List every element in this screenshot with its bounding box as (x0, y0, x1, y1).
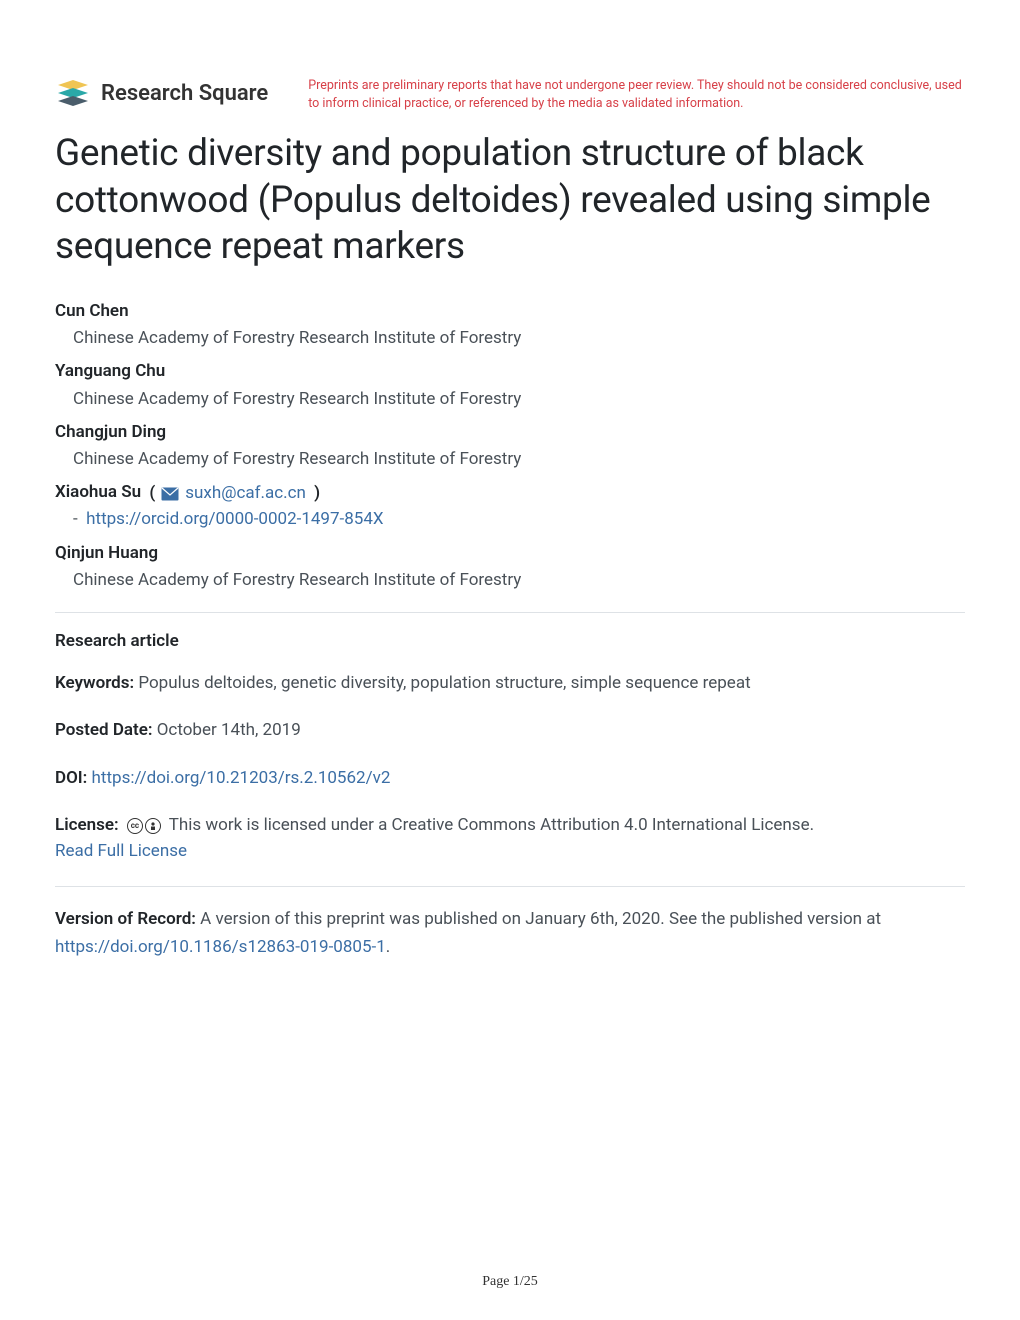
version-text-before: A version of this preprint was published… (200, 909, 881, 929)
orcid-link[interactable]: https://orcid.org/0000-0002-1497-854X (86, 509, 383, 529)
license-label: License: (55, 815, 119, 835)
preprint-disclaimer: Preprints are preliminary reports that h… (308, 75, 965, 113)
cc-license-icons: cc (127, 818, 161, 834)
logo-text: Research Square (101, 81, 268, 106)
research-square-logo-icon (55, 75, 91, 111)
keywords-label: Keywords: (55, 673, 134, 693)
authors-list: Cun Chen Chinese Academy of Forestry Res… (55, 298, 965, 594)
version-of-record: Version of Record: A version of this pre… (55, 905, 965, 961)
header-row: Research Square Preprints are preliminar… (55, 75, 965, 113)
read-full-license-link[interactable]: Read Full License (55, 841, 187, 861)
doi-link[interactable]: https://doi.org/10.21203/rs.2.10562/v2 (92, 768, 391, 788)
author-email-link[interactable]: suxh@caf.ac.cn (185, 483, 306, 503)
author-line-corresponding: Xiaohua Su ( suxh@caf.ac.cn ) (55, 479, 965, 506)
author-affiliation: Chinese Academy of Forestry Research Ins… (55, 446, 965, 473)
author-block: Yanguang Chu Chinese Academy of Forestry… (55, 358, 965, 412)
cc-icon: cc (127, 818, 143, 834)
version-doi-link[interactable]: https://doi.org/10.1186/s12863-019-0805-… (55, 937, 386, 957)
version-text-after: . (386, 937, 390, 957)
page-number: Page 1/25 (482, 1274, 538, 1290)
keywords-row: Keywords: Populus deltoides, genetic div… (55, 671, 965, 697)
version-label: Version of Record: (55, 909, 196, 929)
author-affiliation: Chinese Academy of Forestry Research Ins… (55, 386, 965, 413)
doi-label: DOI: (55, 768, 87, 788)
author-name: Qinjun Huang (55, 540, 965, 567)
author-block: Qinjun Huang Chinese Academy of Forestry… (55, 540, 965, 594)
author-affiliation: Chinese Academy of Forestry Research Ins… (55, 567, 965, 594)
author-affiliation: Chinese Academy of Forestry Research Ins… (55, 325, 965, 352)
author-orcid-line: - https://orcid.org/0000-0002-1497-854X (55, 506, 965, 533)
envelope-icon (161, 486, 179, 500)
logo-section: Research Square (55, 75, 268, 111)
author-name: Cun Chen (55, 298, 965, 325)
author-name: Changjun Ding (55, 419, 965, 446)
author-name: Xiaohua Su (55, 479, 141, 506)
author-name: Yanguang Chu (55, 358, 965, 385)
author-block: Cun Chen Chinese Academy of Forestry Res… (55, 298, 965, 352)
posted-date-value: October 14th, 2019 (157, 720, 301, 740)
section-divider (55, 612, 965, 613)
doi-row: DOI: https://doi.org/10.21203/rs.2.10562… (55, 766, 965, 792)
license-text: This work is licensed under a Creative C… (169, 815, 814, 835)
author-block: Xiaohua Su ( suxh@caf.ac.cn ) - https://… (55, 479, 965, 533)
license-row: License: cc This work is licensed under … (55, 813, 965, 864)
section-divider (55, 886, 965, 887)
posted-date-row: Posted Date: October 14th, 2019 (55, 718, 965, 744)
article-type-label: Research article (55, 631, 965, 651)
keywords-value: Populus deltoides, genetic diversity, po… (138, 673, 750, 693)
posted-date-label: Posted Date: (55, 720, 153, 740)
cc-by-icon (145, 818, 161, 834)
author-block: Changjun Ding Chinese Academy of Forestr… (55, 419, 965, 473)
article-title: Genetic diversity and population structu… (55, 131, 965, 270)
